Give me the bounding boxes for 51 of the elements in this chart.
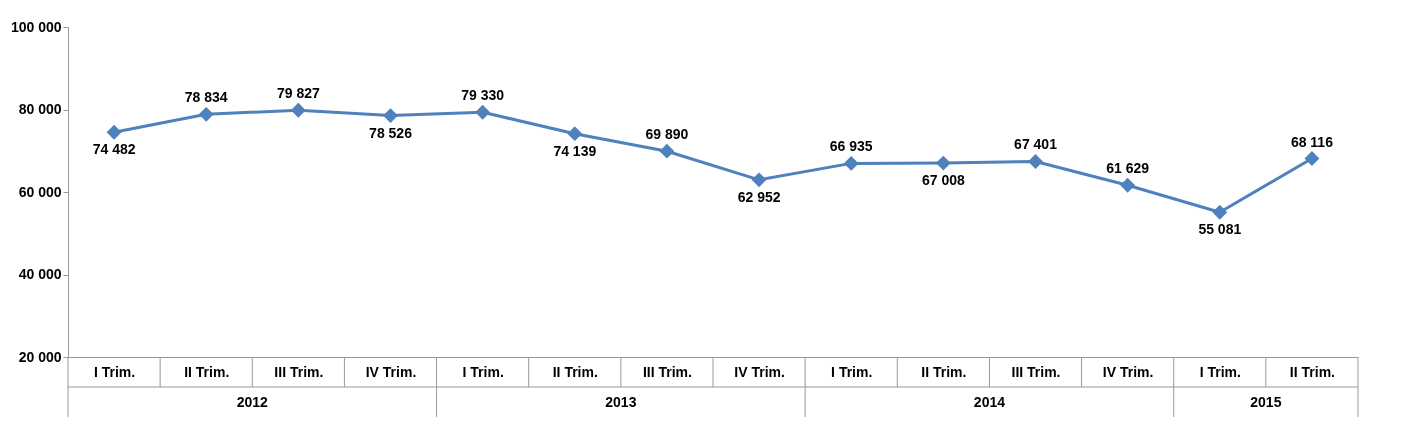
x-tick-label: I Trim.	[831, 363, 873, 380]
x-tick-label: I Trim.	[1199, 363, 1241, 380]
point	[935, 155, 951, 171]
point	[843, 155, 859, 171]
x-tick-label: IV Trim.	[365, 363, 417, 380]
y-tick-label: 40 000	[18, 266, 62, 282]
data-label: 74 139	[553, 142, 597, 159]
x-tick-label: II Trim.	[921, 363, 967, 380]
data-label: 74 482	[92, 141, 136, 158]
y-tick-label: 80 000	[18, 101, 62, 117]
data-label: 69 890	[645, 126, 689, 143]
text: 2015	[1250, 394, 1282, 410]
data-label: 78 834	[184, 89, 228, 106]
y-tick-label: 20 000	[18, 348, 62, 365]
x-tick-label: II Trim.	[1289, 363, 1335, 380]
y-tick-label: 100 000	[10, 18, 62, 35]
x-tick-label: III Trim.	[642, 363, 692, 380]
data-label: 67 401	[1014, 136, 1058, 153]
point	[290, 102, 306, 118]
point	[1120, 177, 1136, 193]
point	[383, 108, 398, 123]
point	[106, 124, 122, 140]
data-label: 78 526	[369, 124, 413, 141]
text: 2014	[973, 394, 1006, 410]
data-label: 79 330	[461, 87, 505, 104]
data-label: 68 116	[1290, 133, 1334, 150]
text: 2012	[236, 394, 269, 410]
point	[1028, 154, 1043, 169]
point	[751, 172, 767, 188]
point	[567, 126, 583, 142]
point	[198, 106, 214, 122]
x-tick-label: I Trim.	[462, 363, 504, 380]
data-label: 66 935	[829, 138, 873, 155]
point	[1304, 151, 1320, 166]
x-tick-label: II Trim.	[184, 363, 230, 380]
x-tick-label: III Trim.	[274, 363, 324, 380]
x-tick-label: I Trim.	[93, 363, 136, 380]
point	[475, 104, 491, 120]
x-tick-label: IV Trim.	[1102, 363, 1154, 380]
data-label: 55 081	[1198, 221, 1242, 238]
data-label: 67 008	[921, 172, 965, 189]
x-tick-label: III Trim.	[1011, 363, 1061, 380]
data-label: 62 952	[737, 188, 781, 205]
point	[659, 143, 675, 159]
point	[1212, 204, 1228, 220]
data-label: 79 827	[276, 85, 320, 102]
text: 2013	[605, 394, 637, 410]
data-label: 61 629	[1106, 160, 1150, 177]
x-tick-label: IV Trim.	[734, 363, 785, 380]
x-tick-label: II Trim.	[552, 363, 598, 380]
y-tick-label: 60 000	[18, 183, 62, 200]
